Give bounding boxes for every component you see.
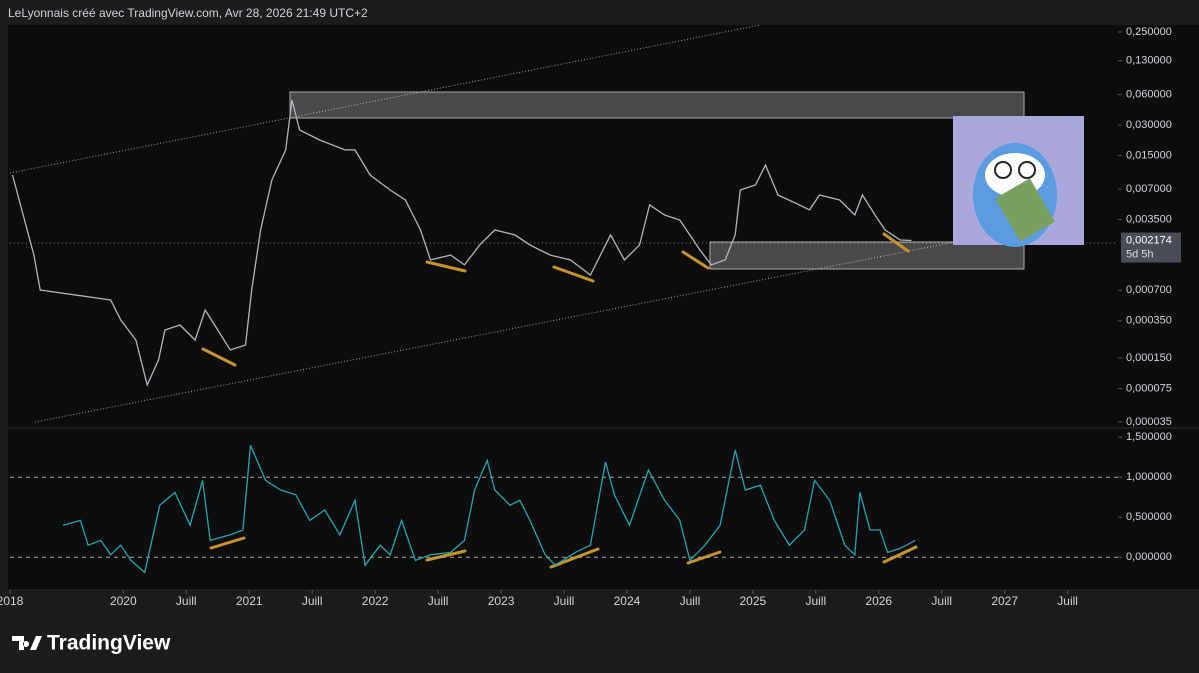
x-tick-label: Juill [680,594,701,608]
x-tick-label: 2018 [0,594,24,608]
y-tick-label: 0,060000 [1126,89,1172,101]
price-axis-area [1118,25,1199,590]
x-tick-label: Juill [931,594,952,608]
x-tick-label: 2022 [362,594,389,608]
x-tick-label: 2024 [614,594,641,608]
x-tick-label: 2026 [865,594,892,608]
last-price-label: 0,002174 [1126,234,1172,246]
series-line [62,444,916,574]
y-tick-label: 1,500000 [1126,431,1172,443]
y-tick-label: 0,000700 [1126,284,1172,296]
x-tick-label: 2020 [110,594,137,608]
y-tick-label: 0,130000 [1126,55,1172,67]
x-tick-label: 2021 [236,594,263,608]
x-tick-label: Juill [1057,594,1078,608]
y-tick-label: 0,003500 [1126,214,1172,226]
y-tick-label: 0,000350 [1126,315,1172,327]
channel-lower [34,241,956,423]
y-tick-label: 0,007000 [1126,183,1172,195]
attribution: LeLyonnais créé avec TradingView.com, Av… [8,6,368,20]
x-tick-label: 2025 [740,594,767,608]
last-price-box [1121,232,1181,263]
zone-rect [709,241,1025,270]
brand-logo: TradingView [12,632,171,655]
divergence-lines [201,232,918,569]
y-tick-label: 0,250000 [1126,26,1172,38]
brand-name: TradingView [47,632,171,655]
x-tick-label: Juill [176,594,197,608]
zone-rect [289,91,1025,119]
y-tick-label: 0,030000 [1126,119,1172,131]
x-tick-label: 2027 [991,594,1018,608]
x-tick-label: 2023 [488,594,515,608]
y-tick-label: 0,000075 [1126,382,1172,394]
y-tick-label: 0,015000 [1126,150,1172,162]
y-tick-label: 0,500000 [1126,511,1172,523]
y-tick-label: 0,000150 [1126,352,1172,364]
countdown-label: 5d 5h [1126,248,1154,260]
x-tick-label: Juill [554,594,575,608]
y-tick-label: 1,000000 [1126,471,1172,483]
y-tick-label: 0,000035 [1126,416,1172,428]
x-tick-label: Juill [302,594,323,608]
mascot-image [953,116,1084,247]
series-line [11,99,912,387]
chart-area [8,25,1118,590]
x-tick-label: Juill [805,594,826,608]
y-tick-label: 0,000000 [1126,551,1172,563]
x-tick-label: Juill [428,594,449,608]
